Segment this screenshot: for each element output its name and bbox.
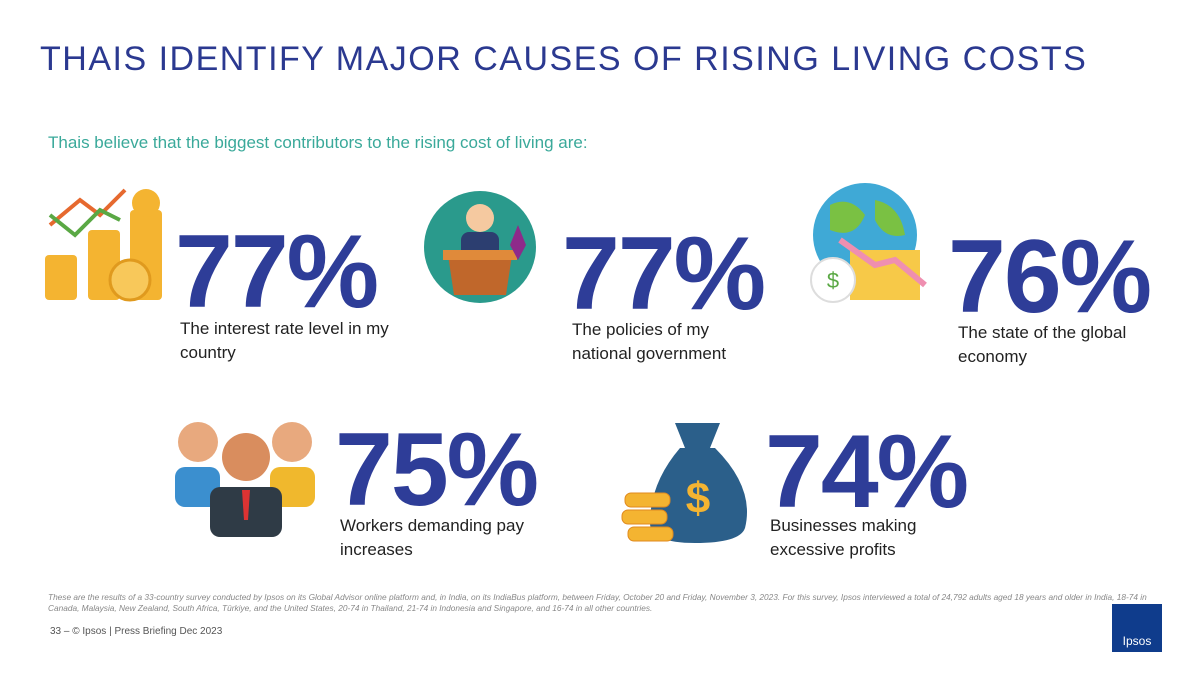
cause-label: The state of the global economy [958,323,1127,366]
percent: 77% [562,216,766,332]
percent: 75% [335,412,539,528]
svg-text:$: $ [686,474,710,523]
svg-text:$: $ [827,268,839,293]
footer: 33 ‒ © Ipsos | Press Briefing Dec 2023 [50,626,223,637]
percent: 74% [765,414,969,530]
cause-label: Workers demanding pay increases [340,516,524,559]
title: THAIS IDENTIFY MAJOR CAUSES OF RISING LI… [40,40,1088,78]
percent: 77% [175,214,379,330]
cause-label: The policies of my national government [572,320,727,363]
icon-workers [175,422,315,537]
icon-coins [45,188,162,302]
percent: 76% [948,219,1152,335]
subtitle: Thais believe that the biggest contribut… [48,133,588,152]
footnote: These are the results of a 33-country su… [48,592,1147,613]
icon-moneybag: $ [621,423,747,543]
icon-globe: $ [810,183,927,303]
logo: Ipsos [1112,604,1162,652]
icon-politician [424,191,536,303]
cause-label: Businesses making excessive profits [770,516,917,559]
cause-label: The interest rate level in my country [180,319,389,362]
